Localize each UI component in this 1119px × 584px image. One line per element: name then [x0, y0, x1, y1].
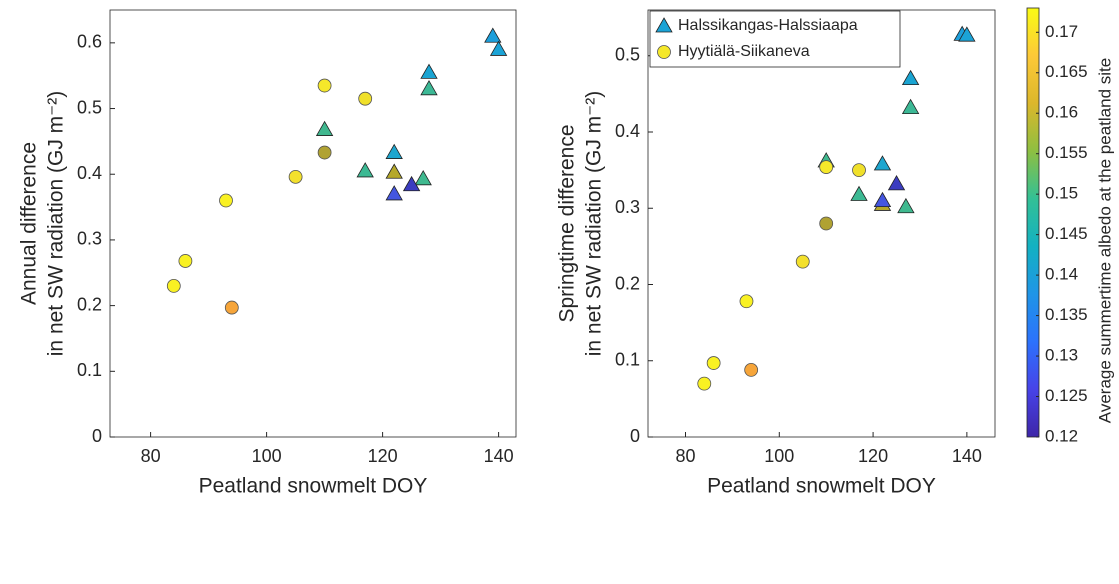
triangle-marker [655, 17, 673, 33]
y-tick-label: 0.3 [77, 229, 102, 249]
triangle-marker [420, 80, 438, 96]
y-tick-label: 0.4 [77, 163, 102, 183]
colorbar-tick-label: 0.165 [1045, 62, 1088, 81]
circle-marker [219, 193, 233, 208]
y-tick-label: 0.5 [77, 97, 102, 117]
circle-marker [697, 376, 712, 391]
y-axis-label: in net SW radiation (GJ m⁻²) [583, 91, 606, 356]
x-tick-label: 80 [675, 446, 695, 466]
colorbar-tick-label: 0.155 [1045, 143, 1088, 162]
colorbar-tick-label: 0.16 [1045, 103, 1078, 122]
triangle-marker [887, 175, 906, 191]
circle-marker [819, 160, 834, 174]
triangle-marker [385, 163, 403, 179]
triangle-marker [873, 155, 892, 171]
triangle-marker [873, 191, 892, 208]
colorbar-tick-label: 0.14 [1045, 265, 1078, 284]
triangle-marker [897, 197, 915, 214]
x-tick-label: 80 [141, 446, 161, 466]
triangle-marker [850, 185, 868, 201]
triangle-marker [385, 143, 403, 159]
circle-marker [317, 78, 332, 93]
legend-label: Hyytiälä-Siikaneva [678, 43, 810, 60]
x-axis-label: Peatland snowmelt DOY [707, 475, 936, 498]
axes-box [647, 9, 996, 438]
colorbar-label: Average summertime albedo at the peatlan… [1095, 58, 1114, 423]
y-axis-label: Annual difference [18, 142, 41, 305]
triangle-marker [402, 175, 421, 192]
circle-marker [178, 254, 193, 268]
circle-marker [852, 163, 866, 178]
y-axis-label: in net SW radiation (GJ m⁻²) [45, 91, 68, 356]
x-tick-label: 120 [858, 446, 888, 466]
y-tick-label: 0 [630, 426, 640, 446]
triangle-marker [385, 185, 403, 201]
x-tick-label: 100 [252, 446, 282, 466]
triangle-marker [315, 120, 334, 136]
triangle-marker [901, 98, 920, 114]
circle-marker [795, 254, 810, 269]
legend-label: Halssikangas-Halssiaapa [678, 17, 858, 34]
colorbar [1026, 7, 1040, 438]
circle-marker [224, 300, 239, 315]
colorbar-tick-label: 0.17 [1045, 22, 1078, 41]
triangle-marker [356, 162, 374, 178]
x-tick-label: 120 [368, 446, 398, 466]
y-tick-label: 0.4 [615, 121, 640, 141]
legend-box [649, 10, 901, 68]
y-tick-label: 0.1 [615, 350, 640, 370]
legend: Halssikangas-Halssiaapa Hyytiälä-Siikanev… [649, 10, 901, 68]
x-tick-label: 140 [952, 446, 982, 466]
circle-marker [706, 356, 721, 370]
triangle-marker [414, 170, 432, 186]
x-tick-label: 140 [484, 446, 514, 466]
circle-marker [317, 145, 332, 160]
y-tick-label: 0.1 [77, 360, 102, 380]
y-tick-label: 0.6 [77, 32, 102, 52]
triangle-marker [901, 69, 920, 86]
x-tick-label: 100 [764, 446, 794, 466]
x-axis-label: Peatland snowmelt DOY [199, 475, 428, 498]
colorbar-tick-label: 0.125 [1045, 386, 1088, 405]
circle-marker [744, 362, 759, 377]
y-tick-label: 0.5 [615, 45, 640, 65]
colorbar-tick-label: 0.12 [1045, 426, 1078, 445]
circle-marker [166, 279, 181, 293]
colorbar-tick-label: 0.13 [1045, 346, 1078, 365]
triangle-marker [484, 27, 502, 43]
circle-marker [288, 169, 303, 184]
y-tick-label: 0.2 [77, 294, 102, 314]
colorbar-tick-label: 0.135 [1045, 305, 1088, 324]
circle-marker [358, 91, 373, 106]
triangle-marker [420, 63, 438, 79]
circle-marker [739, 294, 754, 309]
y-axis-label: Springtime difference [556, 124, 579, 322]
axes-box [109, 9, 517, 438]
colorbar-tick-label: 0.145 [1045, 224, 1088, 243]
circle-marker [657, 45, 671, 59]
colorbar-tick-label: 0.15 [1045, 184, 1078, 203]
y-tick-label: 0.2 [615, 273, 640, 293]
circle-marker [819, 216, 834, 231]
y-tick-label: 0.3 [615, 197, 640, 217]
triangle-marker [958, 26, 976, 42]
y-tick-label: 0 [92, 426, 102, 446]
triangle-marker [489, 40, 508, 56]
